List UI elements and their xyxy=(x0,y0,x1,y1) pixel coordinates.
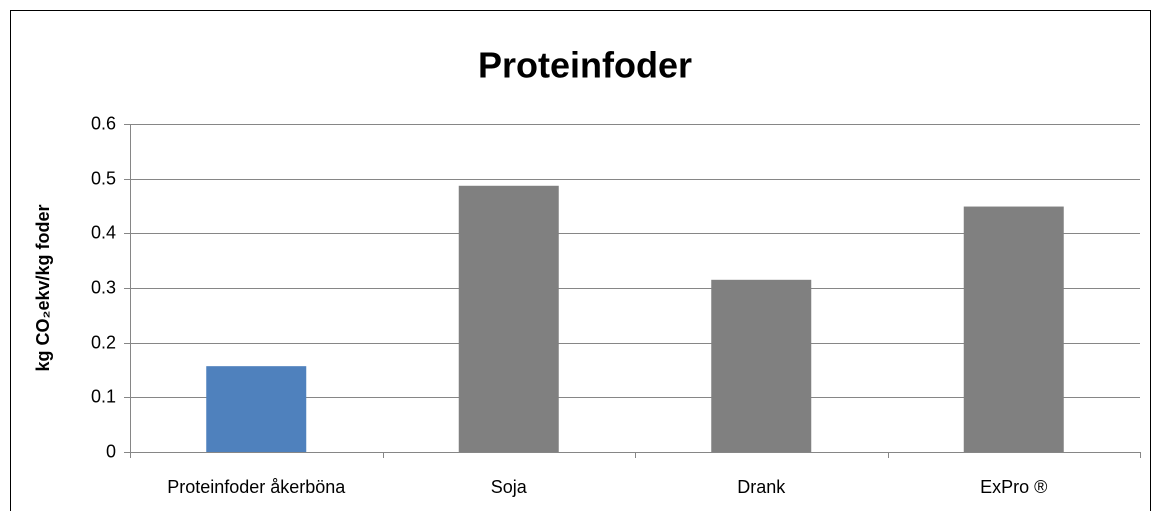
y-tick-label: 0.2 xyxy=(91,332,116,352)
x-tick-label: Drank xyxy=(737,477,786,497)
x-tick-label: ExPro ® xyxy=(980,477,1047,497)
y-tick-label: 0.3 xyxy=(91,277,116,297)
y-tick-label: 0.4 xyxy=(91,222,116,242)
chart-title: Proteinfoder xyxy=(478,45,692,86)
bar xyxy=(963,206,1064,452)
y-axis-label: kg CO₂ekv/kg foder xyxy=(33,204,53,371)
chart-frame xyxy=(10,10,1151,511)
bar xyxy=(711,279,812,452)
y-tick-label: 0.1 xyxy=(91,386,116,406)
bar xyxy=(458,185,559,453)
bar xyxy=(206,366,307,452)
x-tick-label: Proteinfoder åkerböna xyxy=(167,477,346,497)
y-tick-label: 0.5 xyxy=(91,168,116,188)
y-tick-label: 0 xyxy=(106,441,116,461)
y-tick-label: 0.6 xyxy=(91,113,116,133)
x-tick-label: Soja xyxy=(491,477,528,497)
